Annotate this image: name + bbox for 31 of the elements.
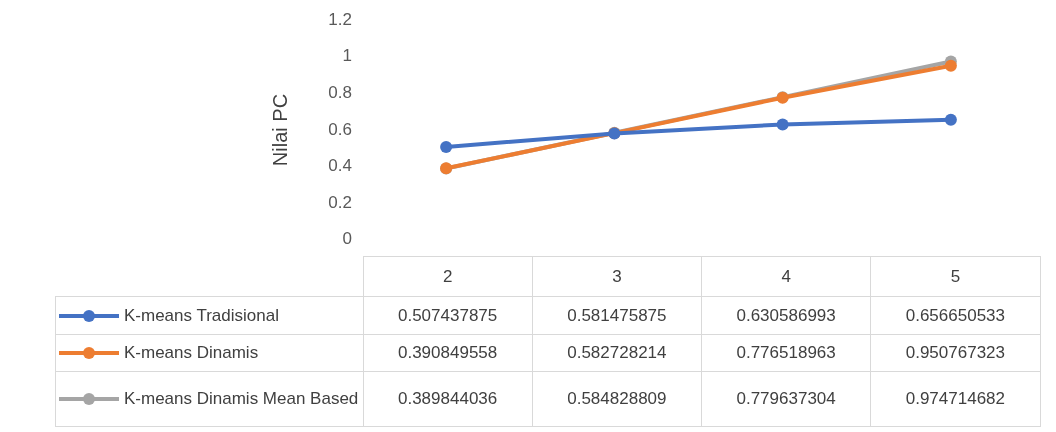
data-label: 0.779637304 xyxy=(701,371,871,427)
y-tick-label: 1 xyxy=(342,46,352,66)
data-label: 0.582728214 xyxy=(532,334,702,372)
y-tick-label: 0 xyxy=(342,229,352,249)
legend-label: K-means Dinamis xyxy=(124,342,259,364)
point xyxy=(944,113,957,126)
data-label: 0.630586993 xyxy=(701,296,871,335)
x-tick-label: 4 xyxy=(701,256,871,297)
y-tick-label: 0.6 xyxy=(328,119,352,139)
legend-label: K-means Tradisional xyxy=(124,304,279,327)
data-label: 0.656650533 xyxy=(870,296,1040,335)
x-tick-label: 3 xyxy=(532,256,702,297)
x-tick-label: 5 xyxy=(870,256,1040,297)
point xyxy=(440,140,453,153)
data-label: 0.950767323 xyxy=(870,334,1040,372)
y-axis-title: Nilai PC xyxy=(268,93,291,167)
legend-label: K-means Dinamis Mean Based xyxy=(124,388,359,410)
x-tick-label: 2 xyxy=(363,256,533,297)
y-tick-label: 0.2 xyxy=(328,192,352,212)
data-label: 0.584828809 xyxy=(532,371,702,427)
point xyxy=(776,118,789,131)
y-tick-label: 0.4 xyxy=(328,156,352,176)
data-label: 0.390849558 xyxy=(363,334,533,372)
y-tick-label: 0.8 xyxy=(328,83,352,103)
data-label: 0.389844036 xyxy=(363,371,533,427)
data-label: 0.776518963 xyxy=(701,334,871,372)
point xyxy=(944,59,957,72)
y-tick-label: 1.2 xyxy=(328,9,352,29)
data-label: 0.974714682 xyxy=(870,371,1040,427)
data-label: 0.507437875 xyxy=(363,296,533,335)
data-label: 0.581475875 xyxy=(532,296,702,335)
